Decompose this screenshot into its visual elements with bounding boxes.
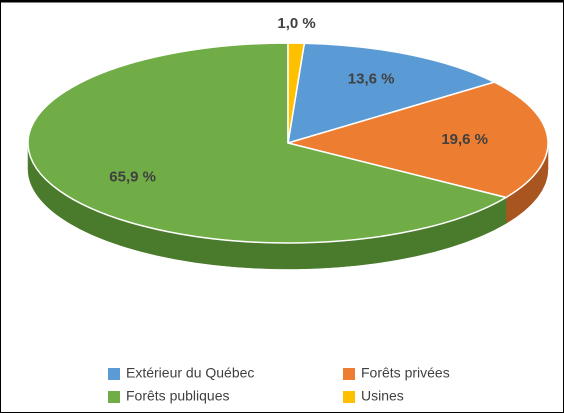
data-label: 65,9 % bbox=[109, 168, 156, 185]
legend-swatch bbox=[343, 368, 355, 380]
legend-swatch bbox=[343, 391, 355, 403]
data-label: 13,6 % bbox=[348, 70, 395, 87]
legend-swatch bbox=[108, 368, 120, 380]
legend-label: Forêts publiques bbox=[126, 388, 230, 404]
slice bbox=[287, 42, 497, 145]
slice bbox=[27, 42, 509, 244]
slice bbox=[287, 42, 306, 144]
slice bbox=[285, 81, 549, 199]
legend-label: Extérieur du Québec bbox=[126, 365, 254, 381]
data-label: 1,0 % bbox=[277, 15, 315, 32]
legend-label: Usines bbox=[361, 388, 404, 404]
data-label: 19,6 % bbox=[441, 131, 488, 148]
legend-label: Forêts privées bbox=[361, 365, 450, 381]
legend-swatch bbox=[108, 391, 120, 403]
